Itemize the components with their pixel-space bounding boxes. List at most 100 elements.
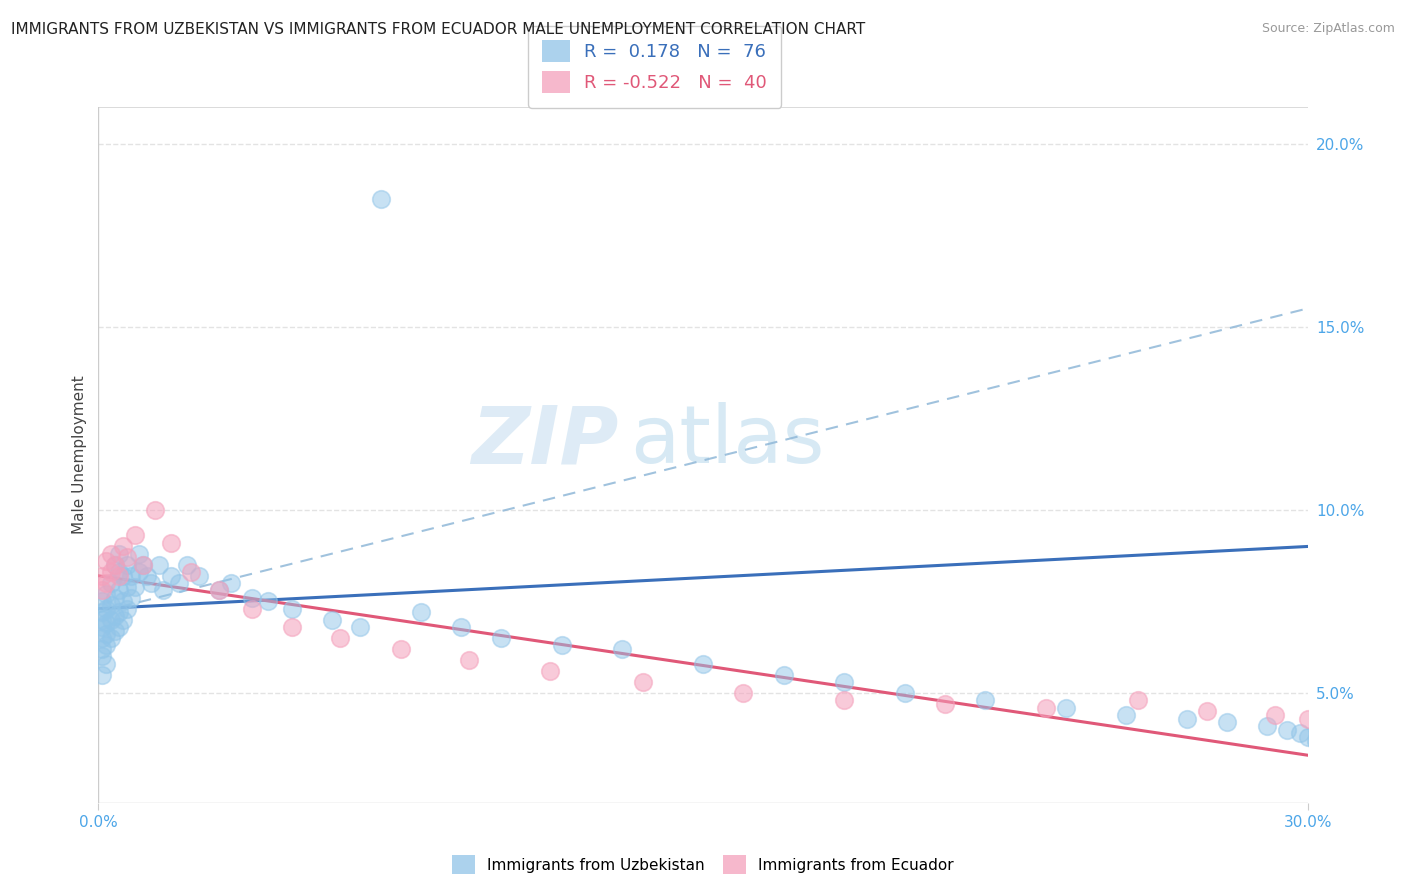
Point — [135, 568, 157, 582]
Point — [115, 550, 138, 565]
Point — [128, 547, 150, 561]
Point — [100, 565, 122, 579]
Point — [96, 601, 118, 615]
Point — [692, 657, 714, 671]
Point — [160, 536, 183, 550]
Point — [1329, 740, 1351, 755]
Point — [120, 568, 142, 582]
Point — [409, 606, 432, 620]
Point — [1264, 707, 1286, 722]
Point — [893, 686, 915, 700]
Point — [458, 653, 481, 667]
Point — [100, 631, 122, 645]
Point — [370, 192, 392, 206]
Point — [91, 631, 114, 645]
Point — [1305, 733, 1327, 747]
Point — [111, 613, 134, 627]
Point — [103, 558, 125, 572]
Point — [160, 568, 183, 582]
Text: IMMIGRANTS FROM UZBEKISTAN VS IMMIGRANTS FROM ECUADOR MALE UNEMPLOYMENT CORRELAT: IMMIGRANTS FROM UZBEKISTAN VS IMMIGRANTS… — [11, 22, 866, 37]
Point — [491, 631, 513, 645]
Point — [128, 565, 150, 579]
Point — [349, 620, 371, 634]
Point — [1398, 726, 1406, 740]
Point — [389, 642, 412, 657]
Point — [91, 583, 114, 598]
Point — [974, 693, 997, 707]
Point — [1329, 715, 1351, 730]
Point — [1054, 700, 1077, 714]
Point — [551, 638, 574, 652]
Point — [107, 565, 129, 579]
Point — [100, 598, 122, 612]
Point — [1216, 715, 1239, 730]
Point — [91, 613, 114, 627]
Point — [1296, 730, 1319, 744]
Point — [240, 601, 263, 615]
Point — [103, 624, 125, 638]
Point — [96, 554, 118, 568]
Point — [96, 627, 118, 641]
Point — [321, 613, 343, 627]
Point — [115, 558, 138, 572]
Point — [1115, 707, 1137, 722]
Point — [1128, 693, 1150, 707]
Point — [167, 576, 190, 591]
Point — [91, 649, 114, 664]
Point — [124, 528, 146, 542]
Text: Source: ZipAtlas.com: Source: ZipAtlas.com — [1261, 22, 1395, 36]
Point — [772, 667, 794, 681]
Point — [107, 547, 129, 561]
Point — [188, 568, 211, 582]
Point — [91, 667, 114, 681]
Point — [1195, 704, 1218, 718]
Point — [107, 620, 129, 634]
Legend: Immigrants from Uzbekistan, Immigrants from Ecuador: Immigrants from Uzbekistan, Immigrants f… — [446, 849, 960, 880]
Legend: R =  0.178   N =  76, R = -0.522   N =  40: R = 0.178 N = 76, R = -0.522 N = 40 — [529, 26, 782, 108]
Point — [631, 675, 654, 690]
Point — [152, 583, 174, 598]
Point — [103, 591, 125, 605]
Point — [96, 576, 118, 591]
Point — [1035, 700, 1057, 714]
Point — [115, 601, 138, 615]
Point — [176, 558, 198, 572]
Point — [832, 693, 855, 707]
Point — [120, 591, 142, 605]
Point — [107, 606, 129, 620]
Point — [148, 558, 170, 572]
Point — [1288, 726, 1310, 740]
Point — [538, 664, 561, 678]
Point — [208, 583, 231, 598]
Point — [1256, 719, 1278, 733]
Point — [91, 568, 114, 582]
Text: ZIP: ZIP — [471, 402, 619, 480]
Point — [281, 601, 304, 615]
Point — [256, 594, 278, 608]
Point — [100, 613, 122, 627]
Point — [96, 587, 118, 601]
Point — [91, 606, 114, 620]
Point — [832, 675, 855, 690]
Point — [132, 558, 155, 572]
Point — [1357, 719, 1379, 733]
Point — [96, 638, 118, 652]
Point — [329, 631, 352, 645]
Text: atlas: atlas — [630, 402, 825, 480]
Point — [107, 583, 129, 598]
Point — [111, 568, 134, 582]
Point — [100, 576, 122, 591]
Point — [612, 642, 634, 657]
Point — [91, 642, 114, 657]
Point — [1296, 712, 1319, 726]
Point — [107, 568, 129, 582]
Point — [281, 620, 304, 634]
Point — [1175, 712, 1198, 726]
Point — [91, 620, 114, 634]
Point — [240, 591, 263, 605]
Point — [934, 697, 956, 711]
Point — [115, 580, 138, 594]
Point — [111, 540, 134, 554]
Point — [91, 594, 114, 608]
Point — [1316, 737, 1339, 751]
